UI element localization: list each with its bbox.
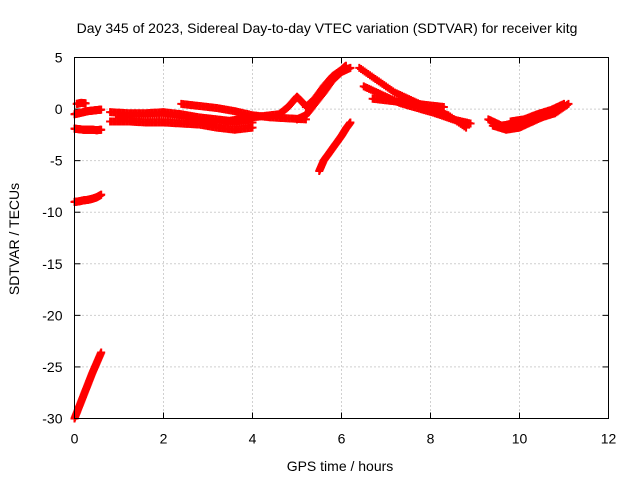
series-arc-l bbox=[301, 61, 350, 112]
data-point bbox=[466, 119, 475, 128]
x-tick-label: 0 bbox=[71, 431, 79, 447]
y-tick-label: -20 bbox=[42, 307, 62, 323]
data-point bbox=[560, 99, 568, 108]
series-arc-g bbox=[106, 117, 257, 134]
series-arc-p bbox=[368, 94, 448, 112]
y-tick-label: 0 bbox=[55, 101, 63, 117]
data-point bbox=[439, 103, 448, 112]
data-point bbox=[97, 348, 106, 357]
series-arc-e bbox=[72, 98, 90, 108]
axis-ticks: 0 2 4 6 8 10 12 -30 -25 -20 -15 -10 -5 0 5 bbox=[42, 50, 616, 447]
y-tick-label: -30 bbox=[42, 411, 62, 427]
y-tick-label: -5 bbox=[50, 153, 63, 169]
x-tick-label: 4 bbox=[249, 431, 257, 447]
data-point bbox=[81, 99, 90, 108]
series-arc-m bbox=[315, 118, 355, 175]
y-tick-label: -25 bbox=[42, 359, 62, 375]
x-tick-label: 12 bbox=[601, 431, 617, 447]
plot-frame bbox=[74, 57, 609, 419]
chart-title: Day 345 of 2023, Sidereal Day-to-day VTE… bbox=[77, 20, 578, 36]
series-arc-k bbox=[293, 63, 355, 124]
data-point bbox=[97, 190, 106, 199]
y-axis-label: SDTVAR / TECUs bbox=[6, 183, 22, 295]
data-points bbox=[70, 61, 573, 423]
x-tick-label: 6 bbox=[338, 431, 346, 447]
series-arc-c bbox=[70, 124, 106, 135]
data-point bbox=[97, 125, 106, 134]
data-point bbox=[341, 61, 350, 70]
x-tick-label: 2 bbox=[160, 431, 168, 447]
data-point bbox=[346, 118, 355, 127]
y-tick-label: -15 bbox=[42, 256, 62, 272]
y-tick-label: 5 bbox=[55, 50, 63, 66]
series-arc-b bbox=[70, 190, 106, 206]
data-point bbox=[97, 105, 106, 114]
y-tick-label: -10 bbox=[42, 204, 62, 220]
series-arc-a bbox=[70, 348, 106, 423]
x-tick-label: 10 bbox=[512, 431, 528, 447]
series-arc-d bbox=[70, 105, 106, 119]
x-axis-label: GPS time / hours bbox=[287, 458, 394, 474]
x-tick-label: 8 bbox=[427, 431, 435, 447]
series-arc-s bbox=[506, 99, 568, 126]
